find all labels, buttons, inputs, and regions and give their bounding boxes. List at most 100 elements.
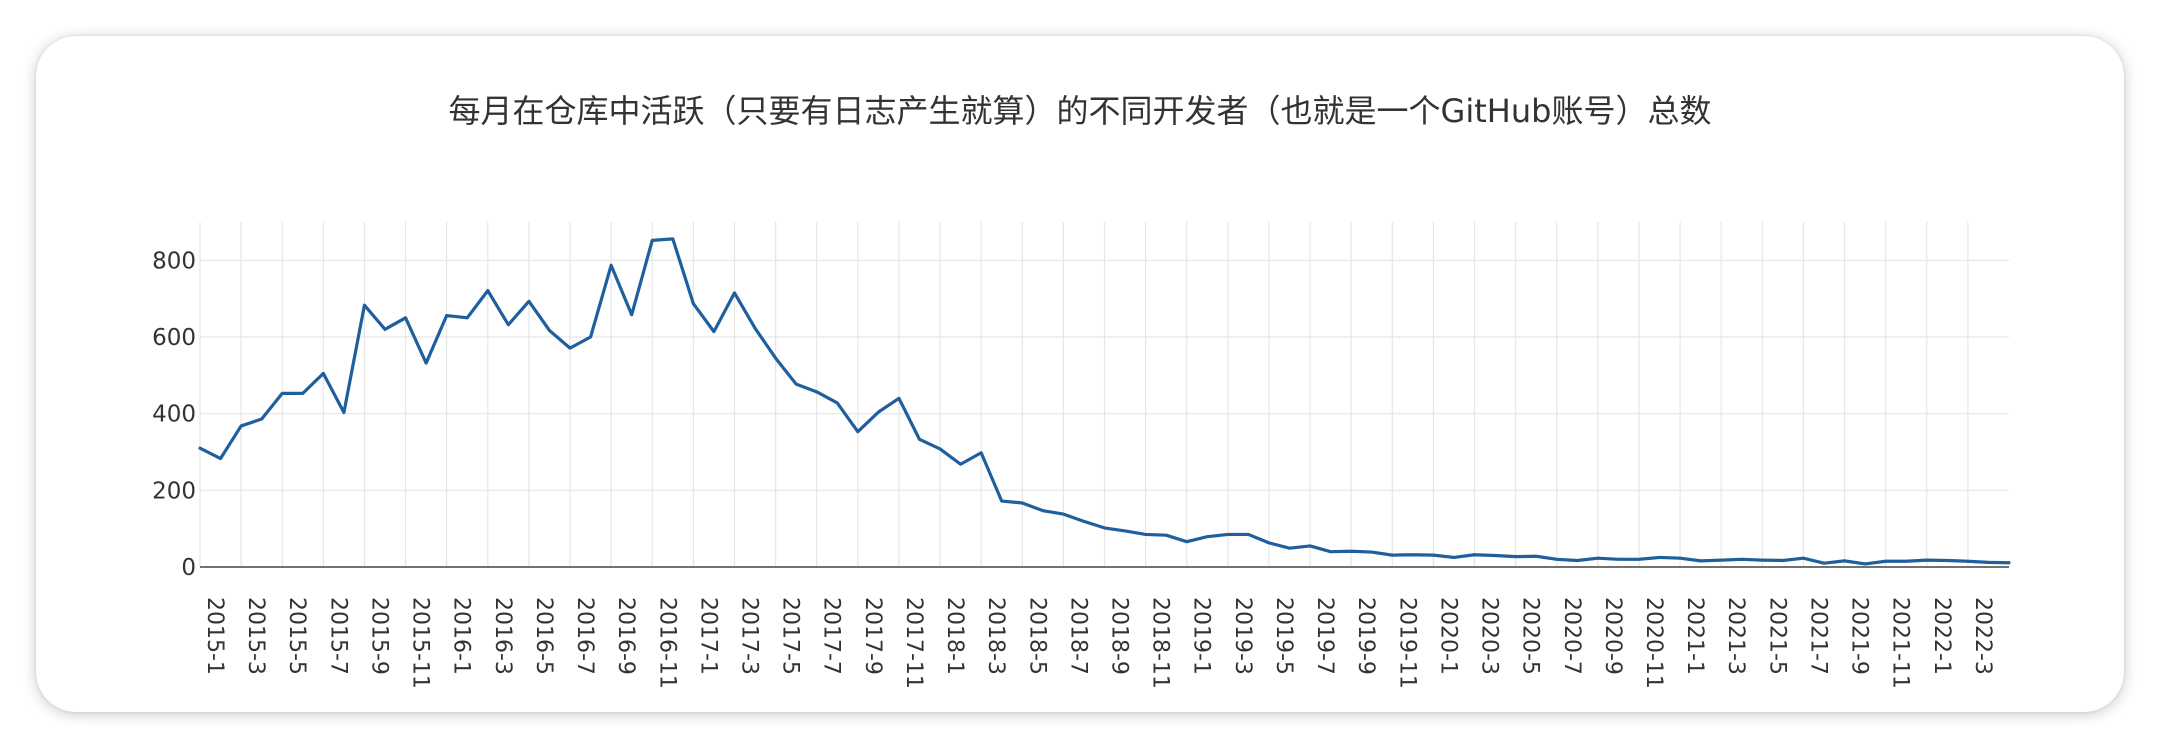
x-tick-label: 2020-3	[1477, 597, 1502, 675]
x-tick-label: 2021-5	[1764, 597, 1789, 675]
data-point	[1226, 532, 1230, 536]
x-tick-label: 2020-11	[1641, 597, 1666, 689]
data-point	[404, 316, 408, 320]
data-point	[2007, 561, 2011, 565]
data-point	[959, 462, 963, 466]
data-point	[383, 327, 387, 331]
series-line	[198, 237, 2011, 566]
data-point	[835, 401, 839, 405]
data-point	[198, 446, 202, 450]
data-point	[1863, 562, 1867, 566]
chart-card	[36, 36, 2124, 712]
data-point	[1843, 559, 1847, 563]
data-point	[609, 263, 613, 267]
data-point	[1555, 557, 1559, 561]
x-tick-label: 2021-11	[1888, 597, 1913, 689]
x-tick-label: 2019-1	[1189, 597, 1214, 675]
x-tick-label: 2015-11	[408, 597, 433, 689]
x-tick-label: 2018-11	[1148, 597, 1173, 689]
series-line-path	[198, 237, 2011, 566]
x-tick-label: 2016-5	[531, 597, 556, 675]
data-point	[979, 451, 983, 455]
data-point	[1884, 559, 1888, 563]
x-tick-label: 2017-7	[819, 597, 844, 675]
data-point	[1267, 541, 1271, 545]
x-tick-label: 2019-11	[1394, 597, 1419, 689]
data-point	[1904, 559, 1908, 563]
x-tick-label: 2020-7	[1559, 597, 1584, 675]
data-point	[691, 302, 695, 306]
data-point	[506, 323, 510, 327]
x-tick-label: 2016-11	[654, 597, 679, 689]
data-point	[1082, 519, 1086, 523]
data-point	[1986, 560, 1990, 564]
x-tick-label: 2020-9	[1600, 597, 1625, 675]
data-point	[301, 391, 305, 395]
chart-title: 每月在仓库中活跃（只要有日志产生就算）的不同开发者（也就是一个GitHub账号）…	[449, 92, 1712, 130]
x-tick-label: 2019-9	[1353, 597, 1378, 675]
y-tick-label: 0	[181, 555, 196, 581]
x-tick-label: 2021-9	[1847, 597, 1872, 675]
x-tick-label: 2022-1	[1929, 597, 1954, 675]
data-point	[1000, 499, 1004, 503]
x-tick-label: 2019-5	[1271, 597, 1296, 675]
data-point	[445, 314, 449, 318]
data-point	[589, 335, 593, 339]
data-point	[938, 447, 942, 451]
y-tick-label: 800	[152, 248, 196, 274]
x-tick-label: 2016-1	[449, 597, 474, 675]
data-point	[1452, 555, 1456, 559]
x-tick-label: 2021-1	[1682, 597, 1707, 675]
data-point	[1596, 556, 1600, 560]
data-point	[1205, 535, 1209, 539]
data-point	[774, 356, 778, 360]
data-point	[1411, 553, 1415, 557]
data-point	[630, 313, 634, 317]
data-point	[1945, 558, 1949, 562]
x-tick-label: 2017-5	[778, 597, 803, 675]
data-point	[1349, 549, 1353, 553]
data-point	[1185, 540, 1189, 544]
x-tick-label: 2015-5	[284, 597, 309, 675]
data-point	[1760, 558, 1764, 562]
x-tick-label: 2019-3	[1230, 597, 1255, 675]
data-point	[1822, 561, 1826, 565]
data-point	[1493, 554, 1497, 558]
x-tick-label: 2019-7	[1312, 597, 1337, 675]
x-tick-label: 2021-7	[1805, 597, 1830, 675]
data-point	[1699, 559, 1703, 563]
data-point	[897, 396, 901, 400]
x-tick-label: 2021-3	[1723, 597, 1748, 675]
data-point	[547, 328, 551, 332]
data-point	[219, 457, 223, 461]
data-point	[1288, 546, 1292, 550]
data-point	[1740, 557, 1744, 561]
x-tick-label: 2016-3	[490, 597, 515, 675]
data-point	[1781, 558, 1785, 562]
data-point	[671, 237, 675, 241]
data-point	[856, 430, 860, 434]
x-tick-label: 2018-5	[1024, 597, 1049, 675]
y-tick-label: 200	[152, 478, 196, 504]
data-point	[1041, 509, 1045, 513]
data-point	[527, 299, 531, 303]
data-point	[1308, 544, 1312, 548]
data-point	[465, 316, 469, 320]
data-point	[1246, 532, 1250, 536]
x-tick-label: 2018-3	[983, 597, 1008, 675]
x-tick-label: 2020-5	[1518, 597, 1543, 675]
x-tick-label: 2017-1	[695, 597, 720, 675]
data-point	[1431, 553, 1435, 557]
y-tick-label: 600	[152, 325, 196, 351]
x-tick-label: 2018-9	[1107, 597, 1132, 675]
grid-lines	[199, 222, 2009, 567]
x-tick-label: 2020-1	[1435, 597, 1460, 675]
x-tick-label: 2018-7	[1065, 597, 1090, 675]
data-point	[362, 303, 366, 307]
data-point	[1329, 550, 1333, 554]
x-tick-label: 2017-9	[860, 597, 885, 675]
data-point	[1925, 558, 1929, 562]
x-tick-label: 2018-1	[942, 597, 967, 675]
data-point	[1534, 554, 1538, 558]
